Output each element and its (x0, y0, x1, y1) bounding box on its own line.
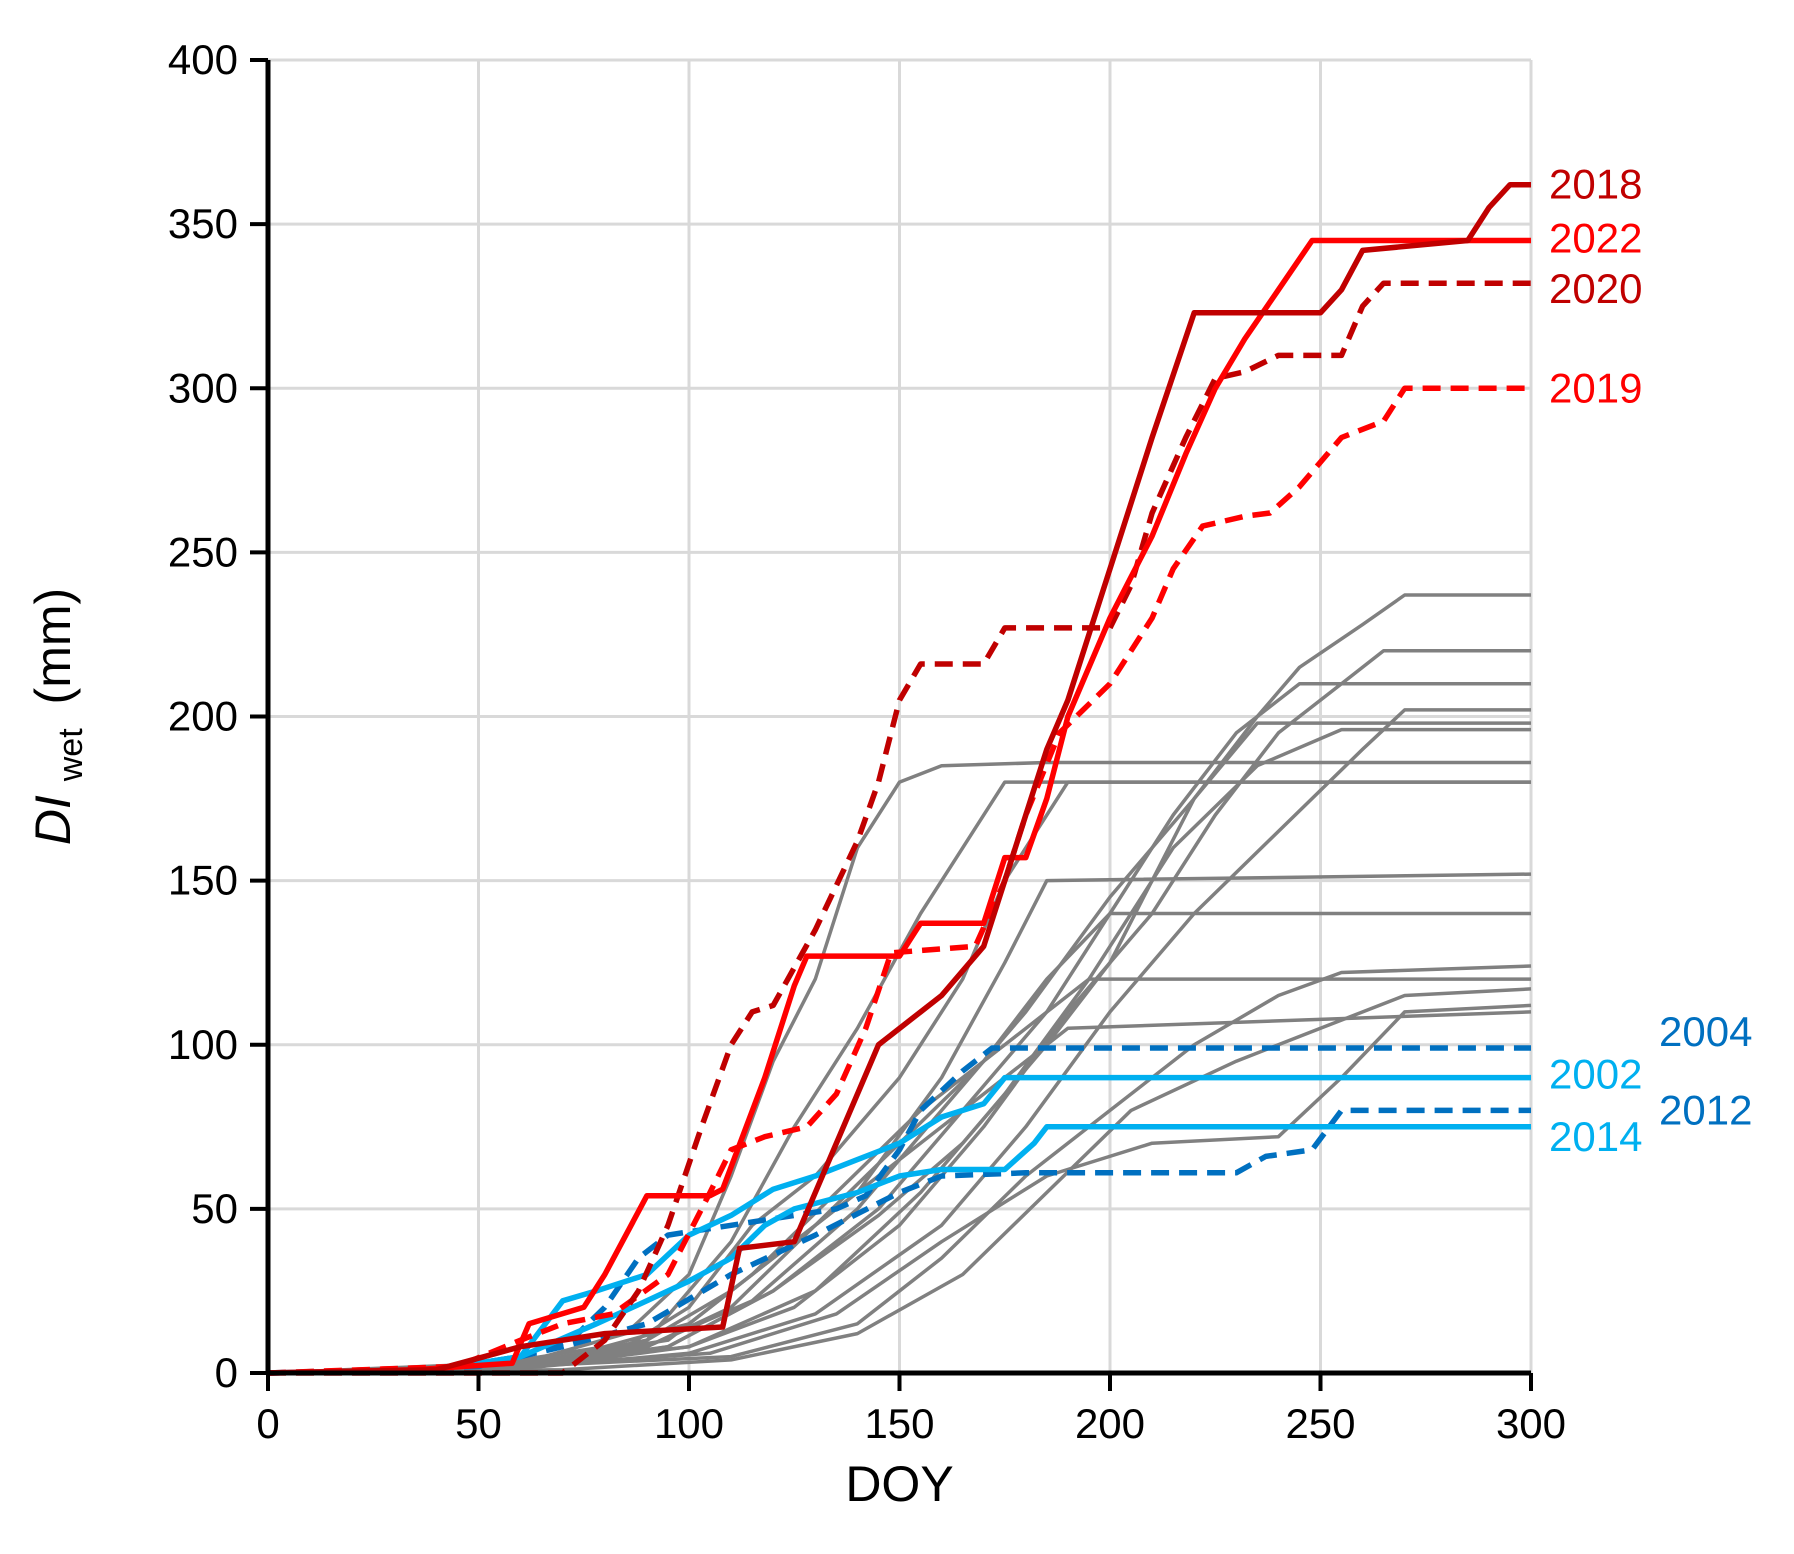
y-tick-label: 250 (168, 528, 238, 575)
y-tick-label: 400 (168, 36, 238, 83)
y-tick-label: 200 (168, 693, 238, 740)
series-line-other-year (267, 1003, 1532, 1375)
series-lines (267, 181, 1532, 1376)
series-line-2002 (267, 1074, 1531, 1376)
y-tick-label: 50 (191, 1185, 238, 1232)
y-axis-title-main: DI (25, 795, 81, 845)
series-line-2022 (267, 237, 1531, 1376)
series-label-2019: 2019 (1549, 364, 1642, 411)
x-axis-title: DOY (845, 1456, 953, 1512)
y-axis-title-subscript: wet (52, 728, 90, 782)
y-axis-title: DI wet (mm) (25, 588, 93, 845)
series-label-2020: 2020 (1549, 265, 1642, 312)
series-label-2004: 2004 (1659, 1008, 1752, 1055)
x-tick-label: 50 (455, 1400, 502, 1447)
x-tick-label: 300 (1496, 1400, 1566, 1447)
y-tick-label: 150 (168, 857, 238, 904)
y-tick-label: 100 (168, 1021, 238, 1068)
series-line-2019 (267, 385, 1531, 1376)
series-label-2014: 2014 (1549, 1113, 1642, 1160)
y-axis-title-unit: (mm) (25, 588, 81, 705)
y-tick-label: 0 (215, 1349, 238, 1396)
tick-labels: 0 50 100 150 200 250 300 350 400 0 50 100 150 200 250 3… (168, 36, 1566, 1447)
y-tick-label: 300 (168, 364, 238, 411)
x-tick-label: 250 (1285, 1400, 1355, 1447)
series-line-other-year (267, 681, 1531, 1375)
series-line-other-year (267, 721, 1531, 1375)
series-label-2002: 2002 (1549, 1050, 1642, 1097)
x-tick-label: 100 (654, 1400, 724, 1447)
y-tick-label: 350 (168, 200, 238, 247)
series-line-other-year (267, 987, 1532, 1375)
series-line-2020 (268, 280, 1531, 1376)
series-label-2018: 2018 (1549, 161, 1642, 208)
series-line-2012 (267, 1107, 1531, 1376)
x-tick-label: 0 (256, 1400, 279, 1447)
series-line-2018 (267, 181, 1531, 1376)
x-tick-label: 150 (864, 1400, 934, 1447)
x-tick-label: 200 (1075, 1400, 1145, 1447)
series-line-other-year (267, 727, 1531, 1375)
series-label-2022: 2022 (1549, 215, 1642, 262)
series-label-2012: 2012 (1659, 1086, 1752, 1133)
gridlines (268, 58, 1533, 1373)
series-line-other-year (267, 964, 1532, 1375)
